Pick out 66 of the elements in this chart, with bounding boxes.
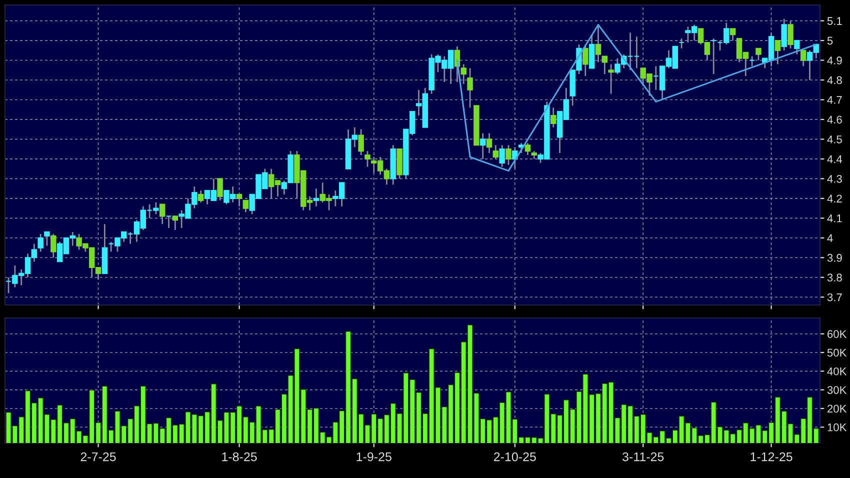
candlestick bbox=[236, 194, 242, 208]
candlestick bbox=[730, 28, 736, 42]
y-tick-label: 4.6 bbox=[827, 116, 842, 124]
candlestick bbox=[217, 178, 223, 202]
y-tick-label: 50K bbox=[827, 348, 847, 357]
x-tick-label: 2-10-25 bbox=[494, 452, 536, 462]
candlestick bbox=[788, 20, 794, 50]
candlestick bbox=[460, 64, 466, 85]
candlestick bbox=[595, 24, 602, 63]
y-tick-label: 5 bbox=[827, 36, 833, 45]
candlestick bbox=[550, 106, 556, 128]
candlestick bbox=[710, 38, 716, 75]
y-tick-label: 3.7 bbox=[827, 293, 842, 302]
candlestick bbox=[242, 200, 249, 213]
candlestick bbox=[512, 146, 518, 170]
candlestick bbox=[582, 44, 588, 77]
candlestick bbox=[749, 56, 755, 67]
x-tick-label: 1-9-25 bbox=[356, 452, 392, 462]
y-tick-label: 4.7 bbox=[827, 96, 842, 104]
candlestick bbox=[480, 132, 486, 160]
y-tick-label: 60K bbox=[828, 330, 847, 338]
y-tick-label: 30K bbox=[827, 386, 847, 394]
y-tick-label: 20K bbox=[828, 404, 847, 413]
candlestick bbox=[756, 48, 762, 61]
candlestick bbox=[781, 18, 787, 52]
y-tick-label: 4.2 bbox=[827, 194, 842, 202]
candlestick bbox=[313, 188, 320, 208]
candlestick bbox=[38, 233, 44, 252]
candlestick bbox=[198, 190, 204, 204]
candlestick bbox=[524, 142, 531, 156]
y-tick-label: 3.9 bbox=[827, 254, 842, 262]
x-tick-label: 3-11-25 bbox=[622, 452, 664, 462]
candlestick bbox=[506, 144, 512, 166]
candlestick bbox=[774, 40, 781, 65]
candlestick bbox=[467, 67, 473, 108]
candlestick bbox=[159, 204, 166, 225]
candlestick bbox=[608, 64, 614, 95]
candlestick bbox=[364, 150, 370, 168]
y-tick-label: 4.4 bbox=[827, 155, 842, 163]
candlestick bbox=[800, 50, 806, 67]
candlestick bbox=[358, 128, 364, 156]
candlestick bbox=[486, 132, 492, 154]
y-tick-label: 5.1 bbox=[827, 17, 842, 25]
candlestick bbox=[166, 215, 172, 229]
candlestick bbox=[50, 233, 56, 258]
y-tick-label: 4.8 bbox=[827, 76, 842, 84]
candlestick bbox=[634, 36, 640, 69]
candlestick bbox=[588, 34, 595, 69]
x-tick-label: 1-8-25 bbox=[222, 452, 257, 462]
y-tick-label: 10K bbox=[828, 423, 847, 432]
y-tick-label: 4.1 bbox=[827, 214, 842, 222]
candlestick bbox=[492, 144, 499, 160]
candlestick bbox=[172, 215, 178, 231]
candlestick bbox=[678, 38, 684, 50]
y-tick-label: 3.8 bbox=[827, 274, 842, 282]
candlestick bbox=[794, 40, 800, 56]
y-tick-label: 40K bbox=[827, 367, 847, 376]
x-tick-label: 1-12-25 bbox=[750, 452, 792, 462]
y-tick-label: 4 bbox=[827, 234, 833, 242]
candlestick bbox=[499, 144, 505, 168]
y-tick-label: 4.3 bbox=[827, 174, 842, 183]
candlestick bbox=[602, 56, 608, 75]
candlestick bbox=[44, 231, 50, 246]
x-tick-label: 2-7-25 bbox=[80, 452, 116, 462]
y-tick-label: 4.5 bbox=[827, 136, 842, 144]
y-tick-label: 4.9 bbox=[827, 56, 842, 64]
